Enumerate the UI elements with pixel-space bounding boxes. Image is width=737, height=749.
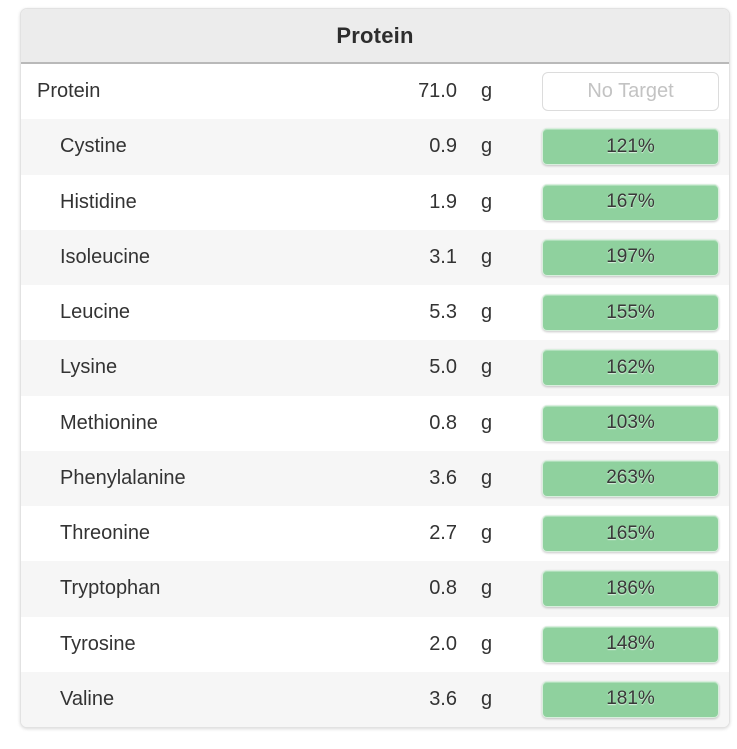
percent-target-badge[interactable]: 181%: [542, 680, 719, 718]
panel-title: Protein: [336, 22, 414, 48]
nutrient-row-leucine[interactable]: Leucine 5.3 g 155%: [21, 285, 729, 341]
nutrient-row-cystine[interactable]: Cystine 0.9 g 121%: [21, 119, 729, 175]
percent-target-badge[interactable]: 167%: [542, 183, 719, 221]
nutrient-label: Isoleucine: [60, 245, 151, 268]
percent-target-badge[interactable]: 121%: [542, 128, 719, 166]
percent-target-badge[interactable]: 197%: [542, 238, 719, 276]
nutrient-unit: g: [481, 190, 493, 213]
nutrient-label: Leucine: [60, 301, 131, 324]
nutrient-amount: 3.6: [429, 466, 457, 489]
nutrient-row-lysine[interactable]: Lysine 5.0 g 162%: [21, 340, 729, 396]
nutrient-label: Protein: [37, 80, 101, 103]
nutrient-row-tyrosine[interactable]: Tyrosine 2.0 g 148%: [21, 616, 729, 672]
percent-target-badge[interactable]: 148%: [542, 625, 719, 663]
nutrient-label: Threonine: [60, 522, 151, 545]
nutrient-unit: g: [481, 245, 493, 268]
nutrient-unit: g: [481, 80, 493, 103]
nutrient-row-isoleucine[interactable]: Isoleucine 3.1 g 197%: [21, 229, 729, 285]
nutrient-amount: 3.6: [429, 687, 457, 710]
nutrient-amount: 3.1: [429, 245, 457, 268]
protein-panel: Protein Protein 71.0 g No Target Cystine…: [20, 8, 730, 728]
percent-target-badge[interactable]: 103%: [542, 404, 719, 442]
nutrient-unit: g: [481, 356, 493, 379]
nutrient-unit: g: [481, 466, 493, 489]
nutrient-label: Lysine: [60, 356, 118, 379]
percent-target-badge[interactable]: 165%: [542, 515, 719, 553]
nutrient-label: Histidine: [60, 190, 137, 213]
panel-header: Protein: [21, 9, 729, 64]
nutrient-label: Cystine: [60, 135, 127, 158]
nutrient-label: Tyrosine: [60, 632, 136, 655]
nutrient-row-valine[interactable]: Valine 3.6 g 181%: [21, 671, 729, 727]
nutrient-row-threonine[interactable]: Threonine 2.7 g 165%: [21, 506, 729, 562]
nutrient-unit: g: [481, 687, 493, 710]
nutrient-row-phenylalanine[interactable]: Phenylalanine 3.6 g 263%: [21, 450, 729, 506]
percent-target-badge[interactable]: 162%: [542, 349, 719, 387]
percent-target-badge[interactable]: 155%: [542, 294, 719, 332]
nutrient-amount: 5.0: [429, 356, 457, 379]
nutrient-row-tryptophan[interactable]: Tryptophan 0.8 g 186%: [21, 561, 729, 617]
nutrient-amount: 2.0: [429, 632, 457, 655]
percent-target-badge[interactable]: 186%: [542, 570, 719, 608]
nutrient-amount: 2.7: [429, 522, 457, 545]
nutrient-label: Tryptophan: [60, 577, 161, 600]
nutrient-label: Methionine: [60, 411, 158, 434]
nutrient-row-protein[interactable]: Protein 71.0 g No Target: [21, 64, 729, 120]
nutrient-amount: 1.9: [429, 190, 457, 213]
nutrient-label: Phenylalanine: [60, 466, 186, 489]
nutrient-amount: 0.8: [429, 577, 457, 600]
nutrient-amount: 0.9: [429, 135, 457, 158]
nutrient-amount: 71.0: [418, 80, 457, 103]
nutrient-row-histidine[interactable]: Histidine 1.9 g 167%: [21, 174, 729, 230]
percent-target-badge[interactable]: 263%: [542, 459, 719, 497]
nutrient-amount: 0.8: [429, 411, 457, 434]
nutrient-unit: g: [481, 577, 493, 600]
nutrient-amount: 5.3: [429, 301, 457, 324]
nutrient-unit: g: [481, 135, 493, 158]
nutrient-label: Valine: [60, 687, 115, 710]
no-target-button[interactable]: No Target: [542, 72, 719, 112]
nutrient-row-methionine[interactable]: Methionine 0.8 g 103%: [21, 395, 729, 451]
nutrient-unit: g: [481, 411, 493, 434]
nutrient-unit: g: [481, 301, 493, 324]
nutrient-unit: g: [481, 522, 493, 545]
nutrient-table: Protein 71.0 g No Target Cystine 0.9 g 1…: [21, 64, 729, 727]
nutrient-unit: g: [481, 632, 493, 655]
